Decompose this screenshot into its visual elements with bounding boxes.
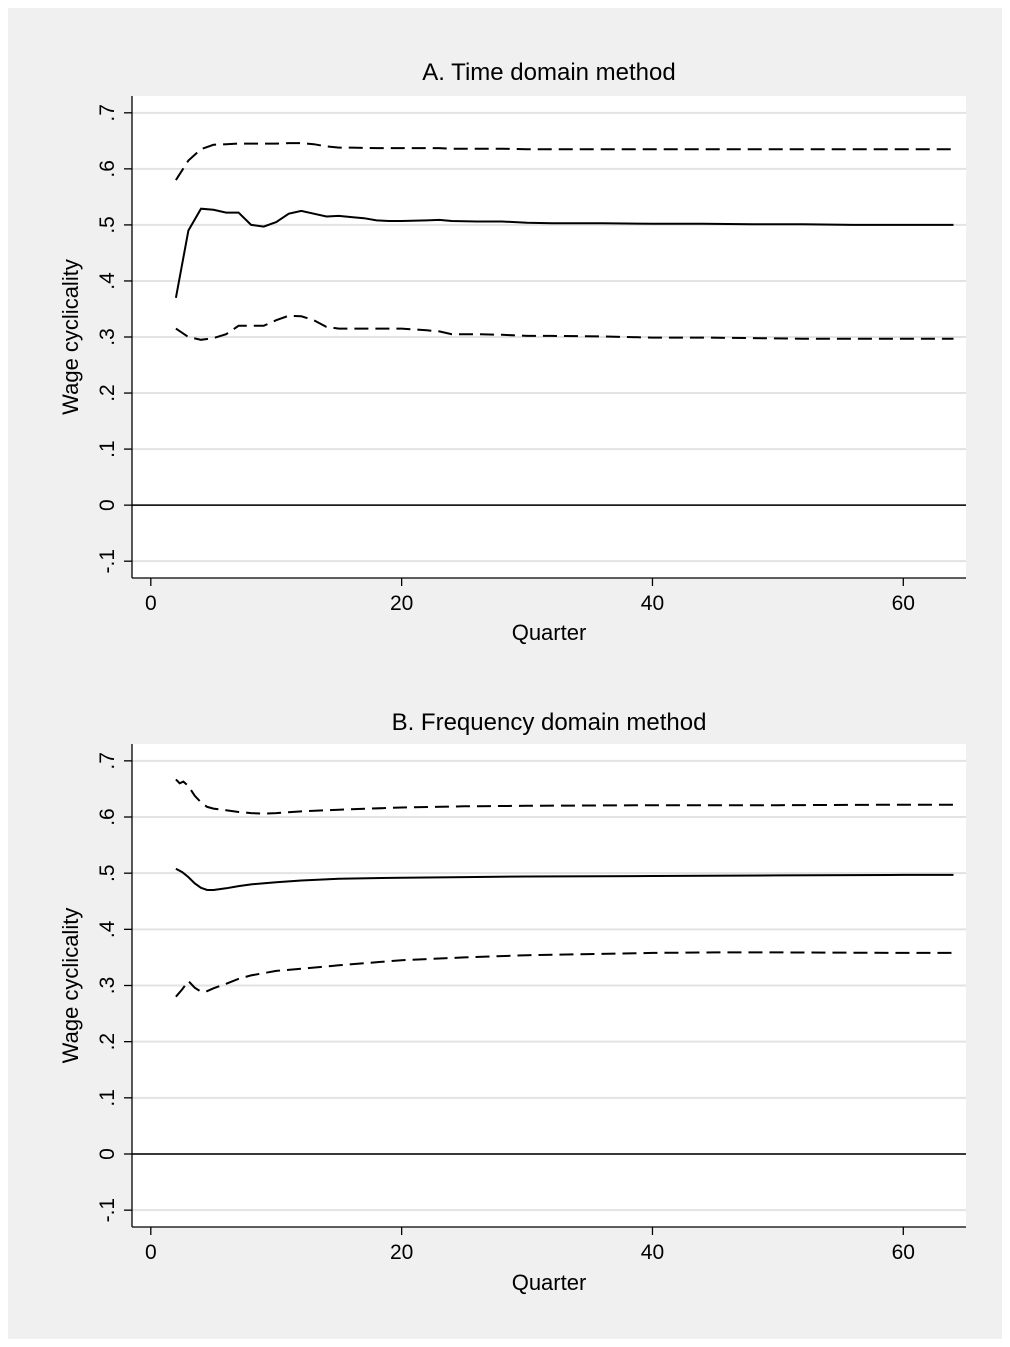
x-axis-label: Quarter — [512, 1270, 587, 1295]
y-tick-label: .5 — [96, 864, 119, 882]
y-tick-label: .3 — [96, 328, 119, 346]
x-tick-label: 60 — [892, 1241, 915, 1264]
y-tick-label: .2 — [96, 1033, 119, 1051]
estimate-line — [174, 207, 954, 298]
chart-panel-2: -.1 0 .1 .2 .3 .4 .5 .6 .7 0 20 40 60 B. Frequency do… — [58, 709, 966, 1295]
y-tick-label: .4 — [96, 272, 119, 290]
confidence-band-line — [175, 951, 954, 998]
x-tick-label: 40 — [641, 592, 664, 615]
x-axis-label: Quarter — [512, 620, 587, 645]
x-tick-label: 20 — [390, 1241, 413, 1264]
y-tick-label: -.1 — [96, 549, 119, 574]
y-tick-label: .5 — [96, 216, 119, 234]
x-tick-label: 20 — [390, 592, 413, 615]
y-tick-label: 0 — [96, 499, 119, 511]
chart-title: B. Frequency domain method — [392, 709, 707, 736]
y-axis-label: Wage cyclicality — [58, 259, 83, 415]
chart-title: A. Time domain method — [422, 59, 675, 86]
y-tick-label: .7 — [96, 104, 119, 122]
confidence-band-line — [175, 778, 954, 815]
y-tick-label: .4 — [96, 920, 119, 938]
y-tick-label: .1 — [96, 1089, 119, 1107]
confidence-band-line — [175, 142, 954, 181]
y-tick-label: -.1 — [96, 1198, 119, 1223]
estimate-line — [175, 867, 954, 891]
y-tick-label: .2 — [96, 384, 119, 402]
x-tick-label: 40 — [641, 1241, 664, 1264]
x-tick-label: 60 — [892, 592, 915, 615]
confidence-band-line — [175, 314, 954, 341]
chart-panel-1: -.1 0 .1 .2 .3 .4 .5 .6 .7 0 20 40 60 A. Time domain … — [58, 59, 966, 645]
y-tick-label: .3 — [96, 977, 119, 995]
y-tick-label: .7 — [96, 752, 119, 770]
x-tick-label: 0 — [145, 592, 157, 615]
y-axis-label: Wage cyclicality — [58, 908, 83, 1064]
y-tick-label: .1 — [96, 440, 119, 458]
y-tick-label: 0 — [96, 1148, 119, 1160]
y-tick-label: .6 — [96, 808, 119, 826]
x-tick-label: 0 — [145, 1241, 157, 1264]
y-tick-label: .6 — [96, 160, 119, 178]
